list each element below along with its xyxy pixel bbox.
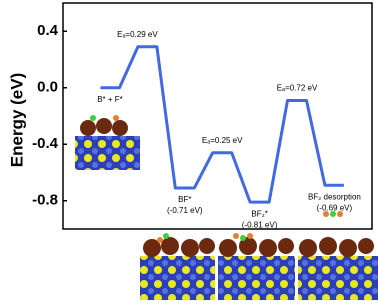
structure-inset <box>298 211 378 300</box>
state-label: Eₐ=0.25 eV <box>202 136 243 145</box>
structure-inset <box>140 233 215 300</box>
state-label: Eₐ=0.72 eV <box>277 84 318 93</box>
state-label: Eₐ=0.29 eV <box>117 30 158 39</box>
state-label: BF* <box>178 195 191 204</box>
energy-line <box>100 45 344 204</box>
y-tick-label: 0.4 <box>37 22 59 39</box>
state-label: (-0.69 eV) <box>317 203 353 212</box>
structure-inset <box>75 115 140 170</box>
y-tick-label: -0.8 <box>32 192 58 209</box>
y-axis-label: Energy (eV) <box>7 73 26 167</box>
structure-inset <box>218 233 295 300</box>
y-tick-label: -0.4 <box>32 135 59 152</box>
state-label: BF₂ desorption <box>308 192 361 201</box>
state-label: B* + F* <box>97 95 123 104</box>
state-label: BF₂* <box>251 209 267 218</box>
plot-frame <box>62 2 373 230</box>
y-tick-label: 0.0 <box>37 79 58 96</box>
state-label: (-0.71 eV) <box>167 206 203 215</box>
state-label: (-0.81 eV) <box>242 220 278 229</box>
